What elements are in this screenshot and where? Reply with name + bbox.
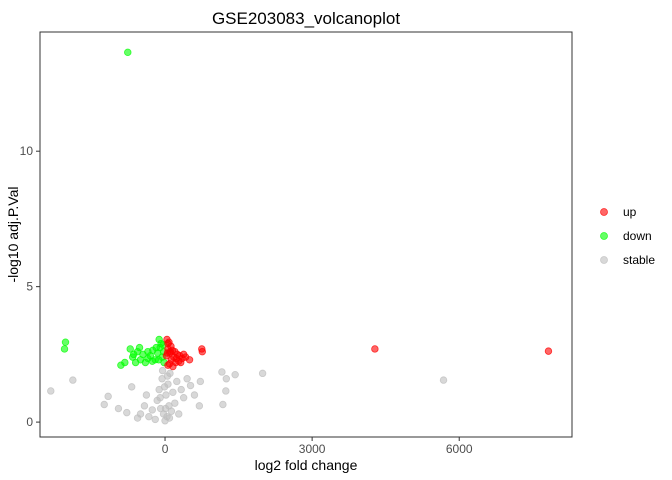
y-tick-label: 5	[26, 280, 33, 294]
point-stable	[179, 394, 188, 402]
point-stable	[165, 414, 174, 422]
point-up	[164, 339, 172, 348]
point-stable	[100, 400, 108, 409]
point-stable	[148, 406, 156, 414]
point-stable	[195, 402, 204, 410]
y-axis-title: -log10 adj.P.Val	[5, 187, 21, 283]
point-stable	[142, 391, 151, 399]
point-stable	[177, 385, 185, 394]
point-stable	[156, 394, 164, 402]
x-axis-title: log2 fold change	[255, 457, 358, 473]
legend-key-up	[600, 208, 608, 216]
legend-label-down: down	[623, 229, 652, 243]
point-stable	[218, 368, 226, 376]
point-stable	[160, 383, 169, 391]
point-stable	[222, 375, 231, 383]
point-stable	[171, 399, 179, 407]
point-down	[61, 338, 70, 346]
point-stable	[123, 408, 131, 417]
chart-title: GSE203083_volcanoplot	[212, 9, 400, 28]
point-down	[154, 356, 163, 364]
point-stable	[161, 404, 170, 413]
point-down	[148, 357, 156, 365]
point-stable	[114, 404, 123, 413]
point-stable	[163, 372, 172, 380]
point-stable	[69, 376, 77, 384]
legend-key-stable	[600, 256, 608, 264]
point-up	[198, 347, 206, 356]
x-tick-label: 0	[162, 442, 169, 456]
point-stable	[183, 375, 191, 383]
point-stable	[231, 370, 239, 379]
y-tick-label: 0	[26, 415, 33, 429]
point-up	[169, 362, 177, 371]
plot-area	[47, 48, 553, 425]
point-down	[152, 343, 160, 352]
point-stable	[136, 410, 145, 418]
point-stable	[222, 387, 230, 395]
point-up	[166, 347, 175, 356]
point-stable	[175, 410, 183, 418]
point-stable	[158, 366, 167, 375]
point-up	[371, 345, 379, 353]
point-stable	[167, 407, 176, 415]
point-stable	[196, 377, 205, 386]
point-up	[544, 347, 553, 355]
legend-label-up: up	[623, 205, 637, 219]
point-down	[131, 358, 140, 367]
x-tick-label: 3000	[299, 442, 326, 456]
point-down	[135, 343, 144, 352]
legend-key-down	[600, 232, 608, 240]
point-down	[129, 350, 138, 359]
y-tick-label: 10	[20, 144, 34, 158]
point-stable	[104, 392, 112, 401]
point-stable	[169, 388, 177, 396]
axes: 0 3000 6000 0 5 10	[20, 31, 573, 456]
point-down	[60, 345, 69, 353]
point-stable	[190, 391, 199, 399]
point-stable	[439, 376, 448, 384]
point-up	[179, 350, 188, 359]
legend: up down stable	[600, 205, 655, 267]
point-stable	[258, 369, 267, 378]
point-down	[117, 361, 125, 369]
point-stable	[47, 387, 55, 395]
point-down	[126, 345, 134, 353]
point-up	[177, 358, 185, 367]
legend-label-stable: stable	[623, 253, 655, 267]
point-stable	[219, 400, 227, 409]
x-tick-label: 6000	[446, 442, 473, 456]
point-stable	[127, 383, 136, 391]
point-down	[124, 48, 132, 57]
point-up	[185, 356, 194, 364]
point-stable	[140, 402, 149, 410]
panel-border	[39, 31, 573, 438]
point-stable	[186, 381, 195, 390]
point-stable	[173, 377, 181, 386]
point-stable	[151, 415, 159, 424]
point-stable	[145, 412, 153, 421]
point-stable	[162, 391, 170, 399]
